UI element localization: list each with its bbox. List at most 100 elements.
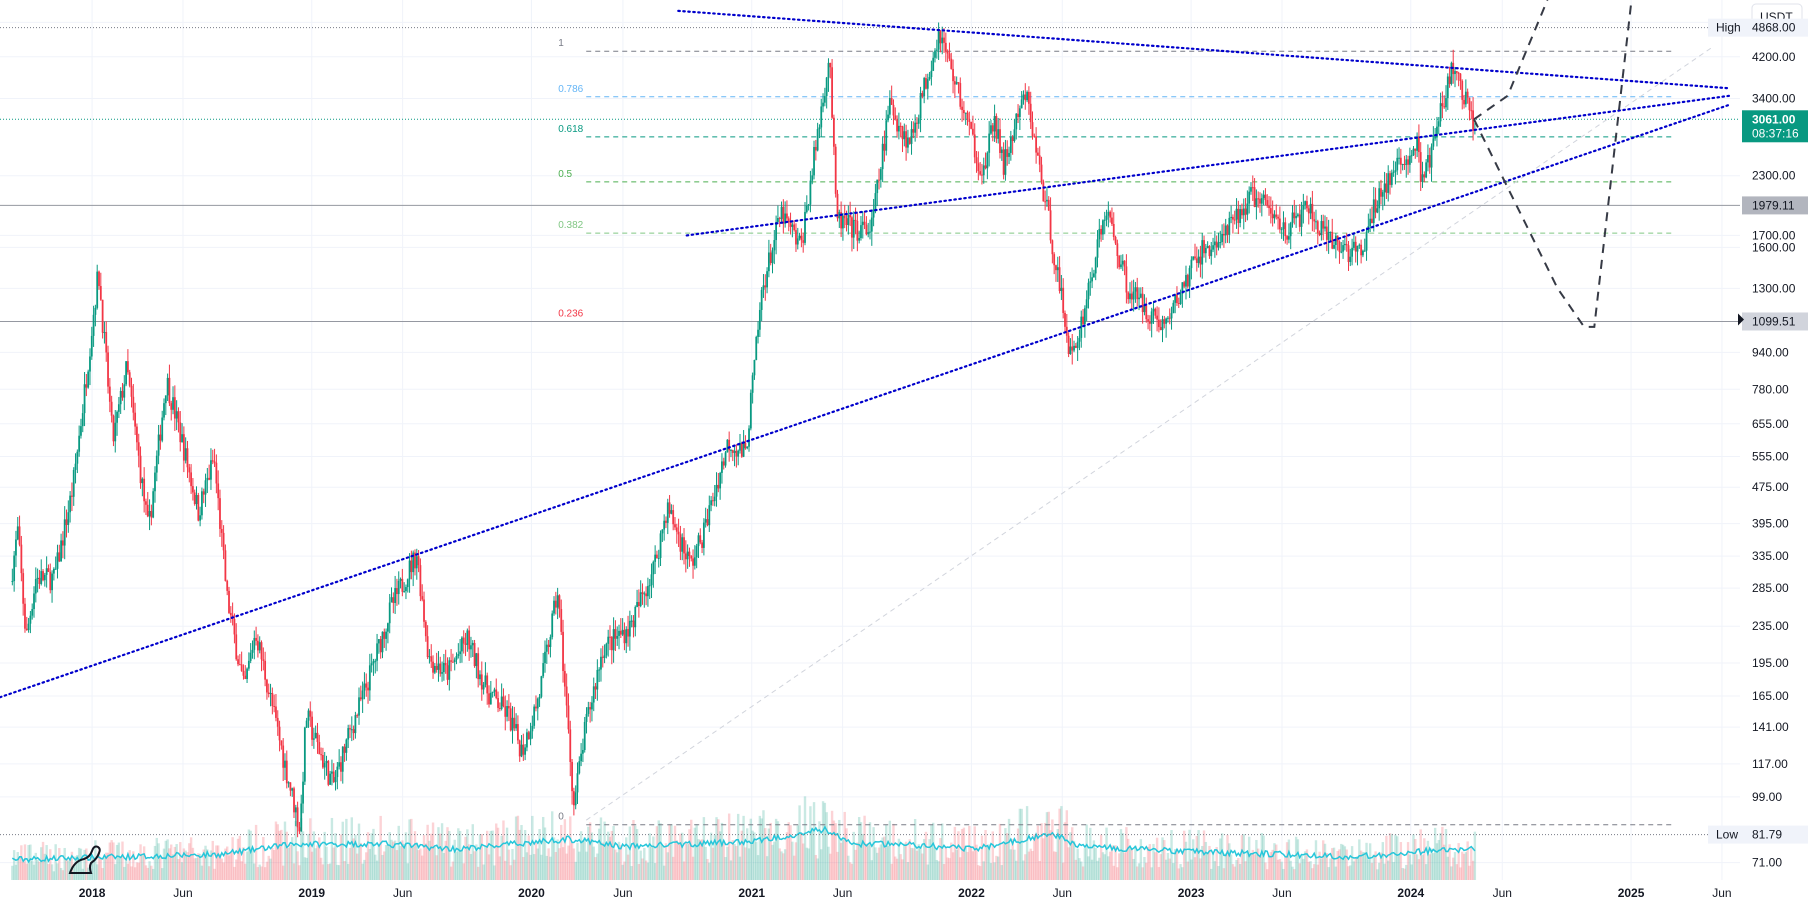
- volume-bar: [677, 844, 680, 880]
- volume-bar: [789, 825, 792, 880]
- volume-bar: [1383, 863, 1386, 880]
- volume-bar: [253, 863, 256, 880]
- level-1979-tag-box[interactable]: [1742, 196, 1808, 215]
- trendline-middle-line[interactable]: [685, 94, 1732, 237]
- volume-bar: [1201, 845, 1204, 880]
- volume-bar: [583, 837, 586, 880]
- candle-body: [101, 299, 104, 333]
- low-tag-box[interactable]: [1708, 825, 1808, 844]
- volume-bar: [697, 839, 700, 880]
- volume-bar: [144, 865, 148, 880]
- volume-bar: [901, 859, 904, 880]
- volume-bar: [421, 855, 424, 880]
- volume-bar: [727, 813, 731, 880]
- volume-bar: [466, 829, 469, 880]
- volume-bar: [1424, 864, 1428, 880]
- candle-body: [1439, 103, 1442, 122]
- projection-paths[interactable]: [1473, 0, 1633, 328]
- volume-bar: [1322, 840, 1325, 880]
- trendline-upper-resistance[interactable]: [677, 9, 1732, 90]
- candle-body: [619, 630, 622, 635]
- candle-body: [836, 193, 839, 219]
- trendlines[interactable]: [0, 9, 1732, 699]
- volume-bar: [1412, 834, 1415, 880]
- candle-body: [226, 580, 229, 591]
- price-axis-tick-label: 285.00: [1752, 581, 1789, 595]
- volume-bar: [1182, 830, 1186, 880]
- candle-body: [511, 717, 514, 731]
- volume-bar: [184, 850, 187, 880]
- volume-bar: [356, 853, 359, 880]
- candle-body: [1083, 308, 1086, 325]
- candle-body: [1147, 319, 1149, 322]
- candle-body: [1257, 198, 1260, 200]
- volume-bar: [1006, 833, 1009, 880]
- volume-bar: [1264, 862, 1267, 880]
- candle-body: [822, 102, 824, 107]
- volume-bar: [148, 861, 151, 880]
- volume-bar: [699, 839, 702, 880]
- volume-bar: [773, 841, 776, 880]
- candle-body: [1430, 146, 1433, 168]
- volume-bar: [922, 839, 926, 880]
- volume-bar: [401, 840, 404, 880]
- level-1099-tag-box[interactable]: [1742, 312, 1808, 331]
- volume-bar: [758, 815, 762, 880]
- candle-body: [1170, 313, 1173, 319]
- volume-bar: [12, 850, 16, 880]
- volume-bar: [303, 857, 307, 880]
- projection-up-path[interactable]: [1473, 0, 1549, 121]
- candle-body: [1107, 211, 1110, 216]
- candle-body: [1408, 155, 1411, 165]
- volume-bar: [648, 833, 651, 880]
- volume-bar: [935, 859, 939, 880]
- candle-body: [1116, 243, 1119, 257]
- horizontal-levels[interactable]: [0, 27, 1740, 836]
- candle-body: [1154, 308, 1157, 316]
- volume-bar: [159, 855, 162, 880]
- candle-body: [867, 232, 870, 235]
- candle-body: [220, 528, 223, 533]
- candle-body: [1233, 219, 1236, 221]
- candle-body: [683, 537, 685, 554]
- trendline-lower-support[interactable]: [0, 103, 1732, 699]
- time-axis[interactable]: 2018 Jun 2019 Jun 2020 Jun 2021 Jun 2022 Jun 2023 J…: [0, 880, 1740, 908]
- candle-body: [921, 93, 924, 97]
- time-axis-tick-label: 2020: [518, 886, 545, 900]
- candle-body: [184, 448, 187, 461]
- volume-bar: [1094, 848, 1097, 880]
- volume-bar: [991, 831, 994, 880]
- volume-bar: [691, 856, 695, 880]
- volume-bar: [1410, 864, 1413, 880]
- volume-bar: [1172, 863, 1175, 880]
- volume-bar: [345, 818, 348, 880]
- projection-down-path[interactable]: [1473, 3, 1633, 328]
- volume-bar: [913, 819, 917, 880]
- candle-body: [294, 807, 297, 813]
- price-axis[interactable]: 5000.004200.003400.002300.001700.001600.…: [1708, 0, 1810, 908]
- candle-body: [390, 597, 393, 603]
- candle-body: [1188, 268, 1191, 287]
- volume-bar: [962, 827, 966, 880]
- volume-bar: [879, 844, 883, 880]
- time-axis-tick-label: 2018: [79, 886, 106, 900]
- volume-bar: [1370, 862, 1374, 880]
- high-tag-box[interactable]: [1708, 18, 1808, 37]
- candle-body: [123, 384, 126, 398]
- candle-body: [72, 469, 75, 497]
- volume-bar: [301, 831, 305, 880]
- current-price-tag-box[interactable]: [1742, 110, 1808, 143]
- volume-bar: [1052, 851, 1056, 880]
- candle-body: [1040, 164, 1043, 182]
- candle-body: [675, 527, 678, 532]
- candle-body: [437, 663, 440, 670]
- candle-body: [1152, 308, 1155, 312]
- volume-bar: [1307, 861, 1310, 880]
- candle-body: [614, 629, 617, 639]
- volume-bar: [1009, 849, 1013, 880]
- candle-body: [1049, 210, 1052, 241]
- candle-body: [612, 629, 615, 651]
- volume-bar: [460, 850, 464, 880]
